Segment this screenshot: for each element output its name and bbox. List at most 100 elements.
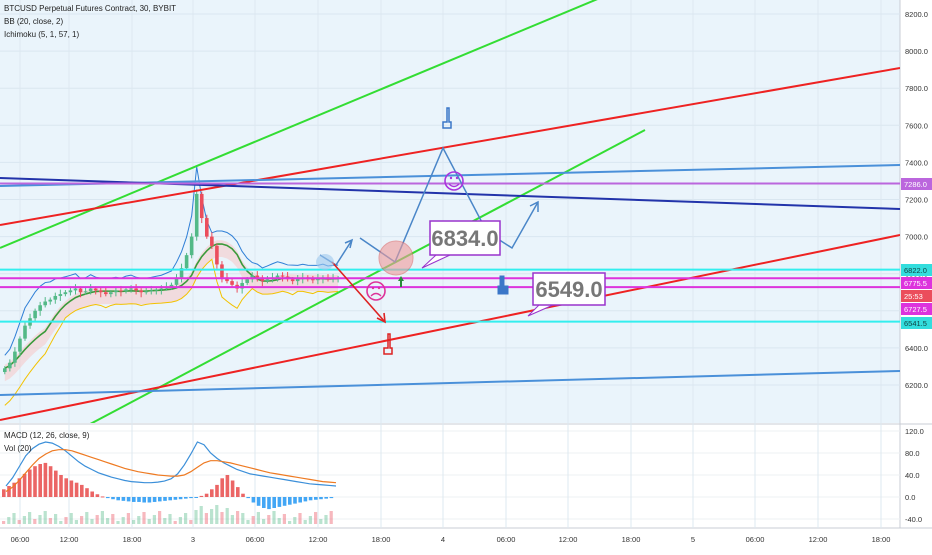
volume-bar bbox=[22, 516, 26, 524]
volume-bar bbox=[256, 512, 260, 524]
candle-body bbox=[43, 301, 47, 306]
macd-histogram-bar bbox=[142, 497, 146, 503]
price-tag-box bbox=[901, 178, 932, 190]
volume-bar bbox=[199, 506, 203, 524]
volume-bar bbox=[43, 511, 47, 524]
candle-body bbox=[58, 294, 63, 296]
candle-body bbox=[316, 278, 320, 281]
candle-body bbox=[144, 291, 148, 293]
volume-bar bbox=[48, 518, 52, 524]
candle-body bbox=[149, 290, 154, 292]
time-tick-label: 12:00 bbox=[60, 535, 79, 544]
macd-histogram-bar bbox=[137, 497, 141, 502]
macd-histogram-bar bbox=[152, 497, 157, 502]
macd-histogram-bar bbox=[178, 497, 183, 500]
candle-body bbox=[93, 288, 98, 291]
volume-bar bbox=[329, 511, 333, 524]
volume-bar bbox=[111, 514, 115, 524]
macd-histogram-bar bbox=[241, 493, 245, 497]
volume-bar bbox=[28, 512, 32, 524]
candle-body bbox=[139, 290, 143, 293]
candle-body bbox=[8, 362, 12, 369]
macd-histogram-bar bbox=[246, 497, 250, 499]
time-tick-label: 06:00 bbox=[11, 535, 30, 544]
macd-histogram-bar bbox=[329, 497, 334, 499]
cloud-area bbox=[4, 240, 339, 382]
macd-histogram-bar bbox=[28, 469, 32, 497]
volume-bar bbox=[215, 505, 219, 524]
candle-body bbox=[260, 277, 265, 282]
candle-body bbox=[265, 279, 270, 282]
candle-body bbox=[199, 193, 204, 219]
price-tag-label: 6727.5 bbox=[904, 305, 927, 314]
volume-bar bbox=[262, 519, 266, 524]
macd-histogram-bar bbox=[17, 478, 22, 497]
hand-down-blue-icon bbox=[442, 107, 452, 129]
volume-bar bbox=[121, 517, 125, 524]
volume-bar bbox=[308, 516, 312, 524]
macd-pane-background bbox=[0, 425, 900, 528]
volume-bar bbox=[230, 515, 234, 524]
callout-price-label: 6549.0 bbox=[535, 277, 602, 302]
macd-histogram-bar bbox=[189, 497, 193, 499]
candle-body bbox=[189, 236, 194, 256]
candle-body bbox=[18, 338, 22, 352]
volume-bar bbox=[246, 520, 250, 524]
axes: 8200.0 8000.0 7800.0 7600.0 7400.0 7200.0 7000… bbox=[11, 10, 928, 544]
trend-drawings[interactable] bbox=[0, 0, 900, 440]
ichimoku-cloud bbox=[4, 240, 339, 382]
candle-body bbox=[83, 291, 88, 293]
volume-bar bbox=[236, 511, 240, 524]
macd-tick-label: 80.0 bbox=[905, 449, 920, 458]
candle-body bbox=[205, 218, 209, 237]
callout-price-label: 6834.0 bbox=[431, 226, 498, 251]
macd-histogram-bar bbox=[22, 473, 27, 497]
candle-body bbox=[124, 289, 128, 292]
volume-bar bbox=[64, 517, 68, 524]
macd-histogram-bar bbox=[95, 494, 100, 497]
candle-body bbox=[13, 351, 17, 363]
volume-bar bbox=[288, 521, 292, 524]
macd-histogram-bar bbox=[147, 497, 152, 503]
volume-bar bbox=[54, 514, 58, 524]
volume-bar bbox=[204, 513, 208, 524]
volume-bar bbox=[225, 508, 229, 524]
volume-bar bbox=[152, 515, 156, 524]
macd-histogram-bar bbox=[251, 497, 256, 503]
volume-bar bbox=[59, 521, 63, 524]
macd-histogram-bar bbox=[64, 478, 68, 497]
hand-up-blue-icon bbox=[497, 275, 509, 295]
macd-histogram-bar bbox=[288, 497, 292, 505]
price-tick-label: 6200.0 bbox=[905, 381, 928, 390]
candle-body bbox=[134, 288, 138, 291]
time-tick-label: 18:00 bbox=[622, 535, 641, 544]
volume-bar bbox=[132, 520, 136, 524]
time-tick-label: 06:00 bbox=[246, 535, 265, 544]
candle-body bbox=[210, 236, 214, 246]
macd-histogram-bar bbox=[267, 497, 271, 510]
macd-histogram-bar bbox=[111, 497, 115, 500]
time-tick-label: 12:00 bbox=[559, 535, 578, 544]
happy-face-icon bbox=[444, 171, 464, 191]
volume-bar bbox=[277, 518, 281, 524]
macd-histogram-bar bbox=[54, 470, 58, 497]
sad-face-eye bbox=[371, 286, 375, 290]
macd-histogram-bar bbox=[163, 497, 167, 501]
volume-bar bbox=[220, 512, 224, 524]
volume-bar bbox=[95, 515, 99, 524]
time-tick-label: 12:00 bbox=[309, 535, 328, 544]
volume-bar bbox=[69, 513, 73, 524]
volume-bar bbox=[17, 520, 21, 524]
price-tag-label: 7286.0 bbox=[904, 180, 927, 189]
sad-face-eye bbox=[377, 286, 381, 290]
candle-body bbox=[3, 368, 7, 373]
price-tick-label: 7600.0 bbox=[905, 121, 928, 130]
candle-body bbox=[290, 279, 295, 282]
candle-body bbox=[240, 282, 244, 289]
candle-body bbox=[295, 278, 300, 282]
annotation-callouts[interactable]: 6834.0 6549.0 bbox=[421, 220, 606, 317]
time-tick-label: 06:00 bbox=[497, 535, 516, 544]
volume-bar bbox=[189, 520, 193, 524]
